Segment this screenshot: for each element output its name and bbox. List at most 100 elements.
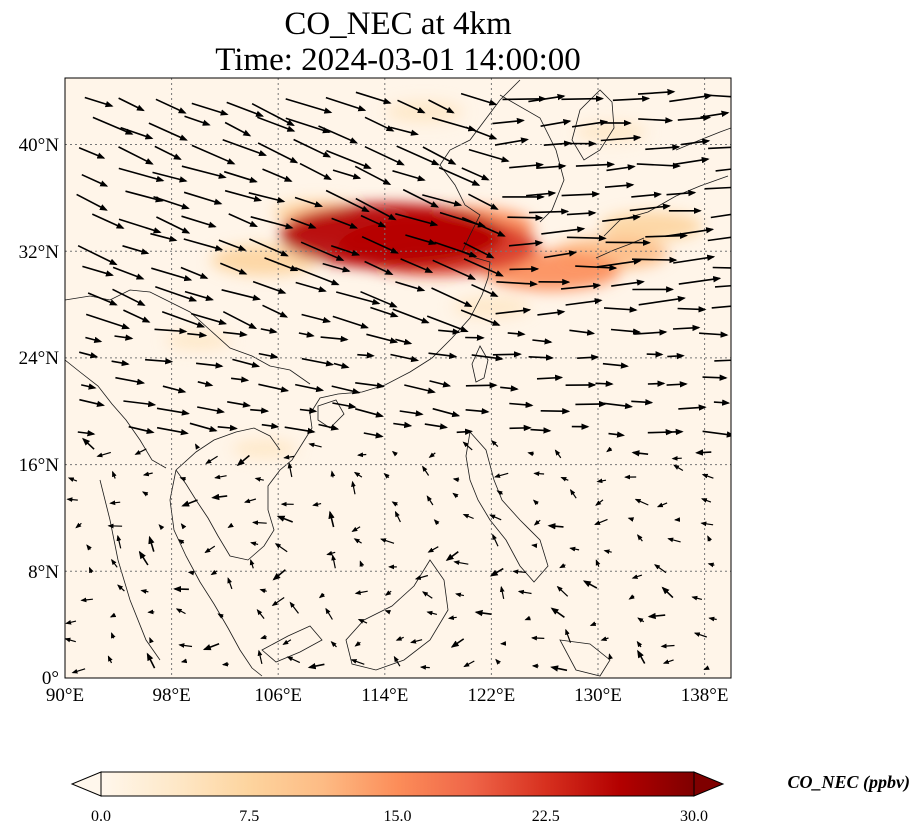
wind-arrow — [335, 291, 381, 305]
wind-arrow — [566, 210, 597, 217]
wind-arrow — [422, 465, 430, 476]
wind-arrow — [224, 121, 252, 137]
wind-arrow — [328, 510, 335, 528]
wind-arrow — [569, 546, 580, 552]
wind-arrow — [637, 88, 676, 96]
wind-arrow — [111, 359, 130, 367]
wind-arrow — [432, 407, 461, 418]
wind-arrow — [295, 383, 325, 393]
wind-arrow — [595, 559, 601, 567]
wind-arrow — [715, 168, 731, 172]
wind-arrow — [428, 452, 436, 459]
wind-arrow — [508, 240, 544, 247]
wind-arrow — [332, 315, 369, 329]
wind-arrow — [197, 406, 225, 414]
wind-arrow — [673, 254, 716, 264]
wind-arrow — [700, 521, 714, 527]
wind-arrow — [582, 580, 598, 589]
wind-arrow — [180, 523, 187, 530]
wind-vectors — [65, 88, 731, 674]
wind-arrow — [128, 425, 155, 435]
wind-arrow — [502, 95, 547, 103]
wind-arrow — [326, 550, 336, 556]
wind-arrow — [257, 649, 263, 665]
wind-arrow — [184, 290, 214, 301]
wind-arrow — [512, 569, 526, 575]
wind-arrow — [665, 428, 684, 436]
wind-arrow — [647, 380, 666, 387]
wind-arrow — [197, 380, 214, 387]
wind-arrow — [380, 538, 395, 544]
wind-arrow — [695, 449, 712, 456]
wind-arrow — [638, 295, 686, 306]
wind-arrow — [250, 407, 270, 414]
wind-arrow — [509, 265, 540, 273]
wind-arrow — [67, 477, 78, 482]
wind-arrow — [78, 147, 106, 159]
wind-arrow — [560, 282, 602, 290]
wind-arrow — [391, 450, 399, 457]
wind-arrow — [80, 597, 93, 603]
wind-arrow — [577, 354, 600, 361]
wind-arrow — [355, 91, 392, 105]
wind-arrow — [384, 609, 392, 615]
wind-arrow — [507, 214, 544, 221]
wind-arrow — [202, 642, 220, 651]
wind-arrow — [354, 165, 392, 186]
wind-arrow — [87, 292, 118, 306]
wind-arrow — [429, 380, 452, 388]
wind-arrow — [364, 145, 405, 166]
wind-arrow — [118, 97, 145, 112]
wind-arrow — [465, 382, 498, 389]
wind-arrow — [445, 551, 459, 562]
wind-arrow — [298, 331, 315, 338]
wind-arrow — [318, 125, 359, 144]
wind-arrow — [153, 196, 190, 210]
wind-arrow — [405, 234, 437, 246]
wind-arrow — [428, 352, 458, 359]
wind-arrow — [634, 329, 668, 336]
wind-arrow — [177, 539, 185, 545]
wind-arrow — [299, 162, 333, 181]
wind-arrow — [550, 665, 568, 672]
wind-arrow — [366, 333, 399, 344]
wind-arrow — [666, 189, 697, 197]
wind-arrow — [189, 422, 218, 433]
wind-arrow — [395, 213, 439, 227]
wind-arrow — [227, 522, 234, 529]
title-line-1: CO_NEC at 4km — [284, 6, 512, 42]
wind-arrow — [704, 94, 731, 98]
wind-arrow — [672, 324, 701, 332]
wind-arrow — [96, 451, 111, 458]
wind-arrow — [596, 478, 607, 484]
wind-arrow — [360, 214, 387, 228]
wind-arrow — [556, 585, 569, 597]
wind-arrow — [637, 649, 646, 664]
wind-arrow — [264, 257, 299, 272]
wind-arrow — [252, 520, 267, 526]
wind-arrow — [183, 191, 223, 205]
wind-arrow — [181, 215, 217, 228]
wind-arrow — [75, 522, 82, 529]
wind-arrow — [224, 189, 263, 202]
wind-arrow — [602, 362, 629, 369]
wind-arrow — [326, 149, 372, 169]
wind-arrow — [330, 244, 361, 256]
wind-arrow — [463, 242, 495, 259]
wind-arrow — [530, 427, 552, 434]
wind-arrow — [109, 500, 121, 506]
wind-arrow — [540, 119, 572, 127]
wind-arrow — [547, 523, 564, 530]
wind-arrow — [536, 374, 564, 382]
colorbar-label: CO_NEC (ppbv) — [788, 772, 911, 793]
wind-arrow — [272, 569, 286, 581]
wind-arrow — [571, 119, 609, 128]
wind-arrow — [299, 407, 318, 414]
map-frame — [64, 77, 732, 679]
wind-arrow — [595, 499, 604, 506]
wind-arrow — [232, 358, 261, 368]
wind-arrow — [262, 304, 289, 318]
wind-arrow — [524, 615, 531, 621]
wind-arrow — [118, 167, 165, 182]
wind-arrow — [318, 423, 340, 431]
